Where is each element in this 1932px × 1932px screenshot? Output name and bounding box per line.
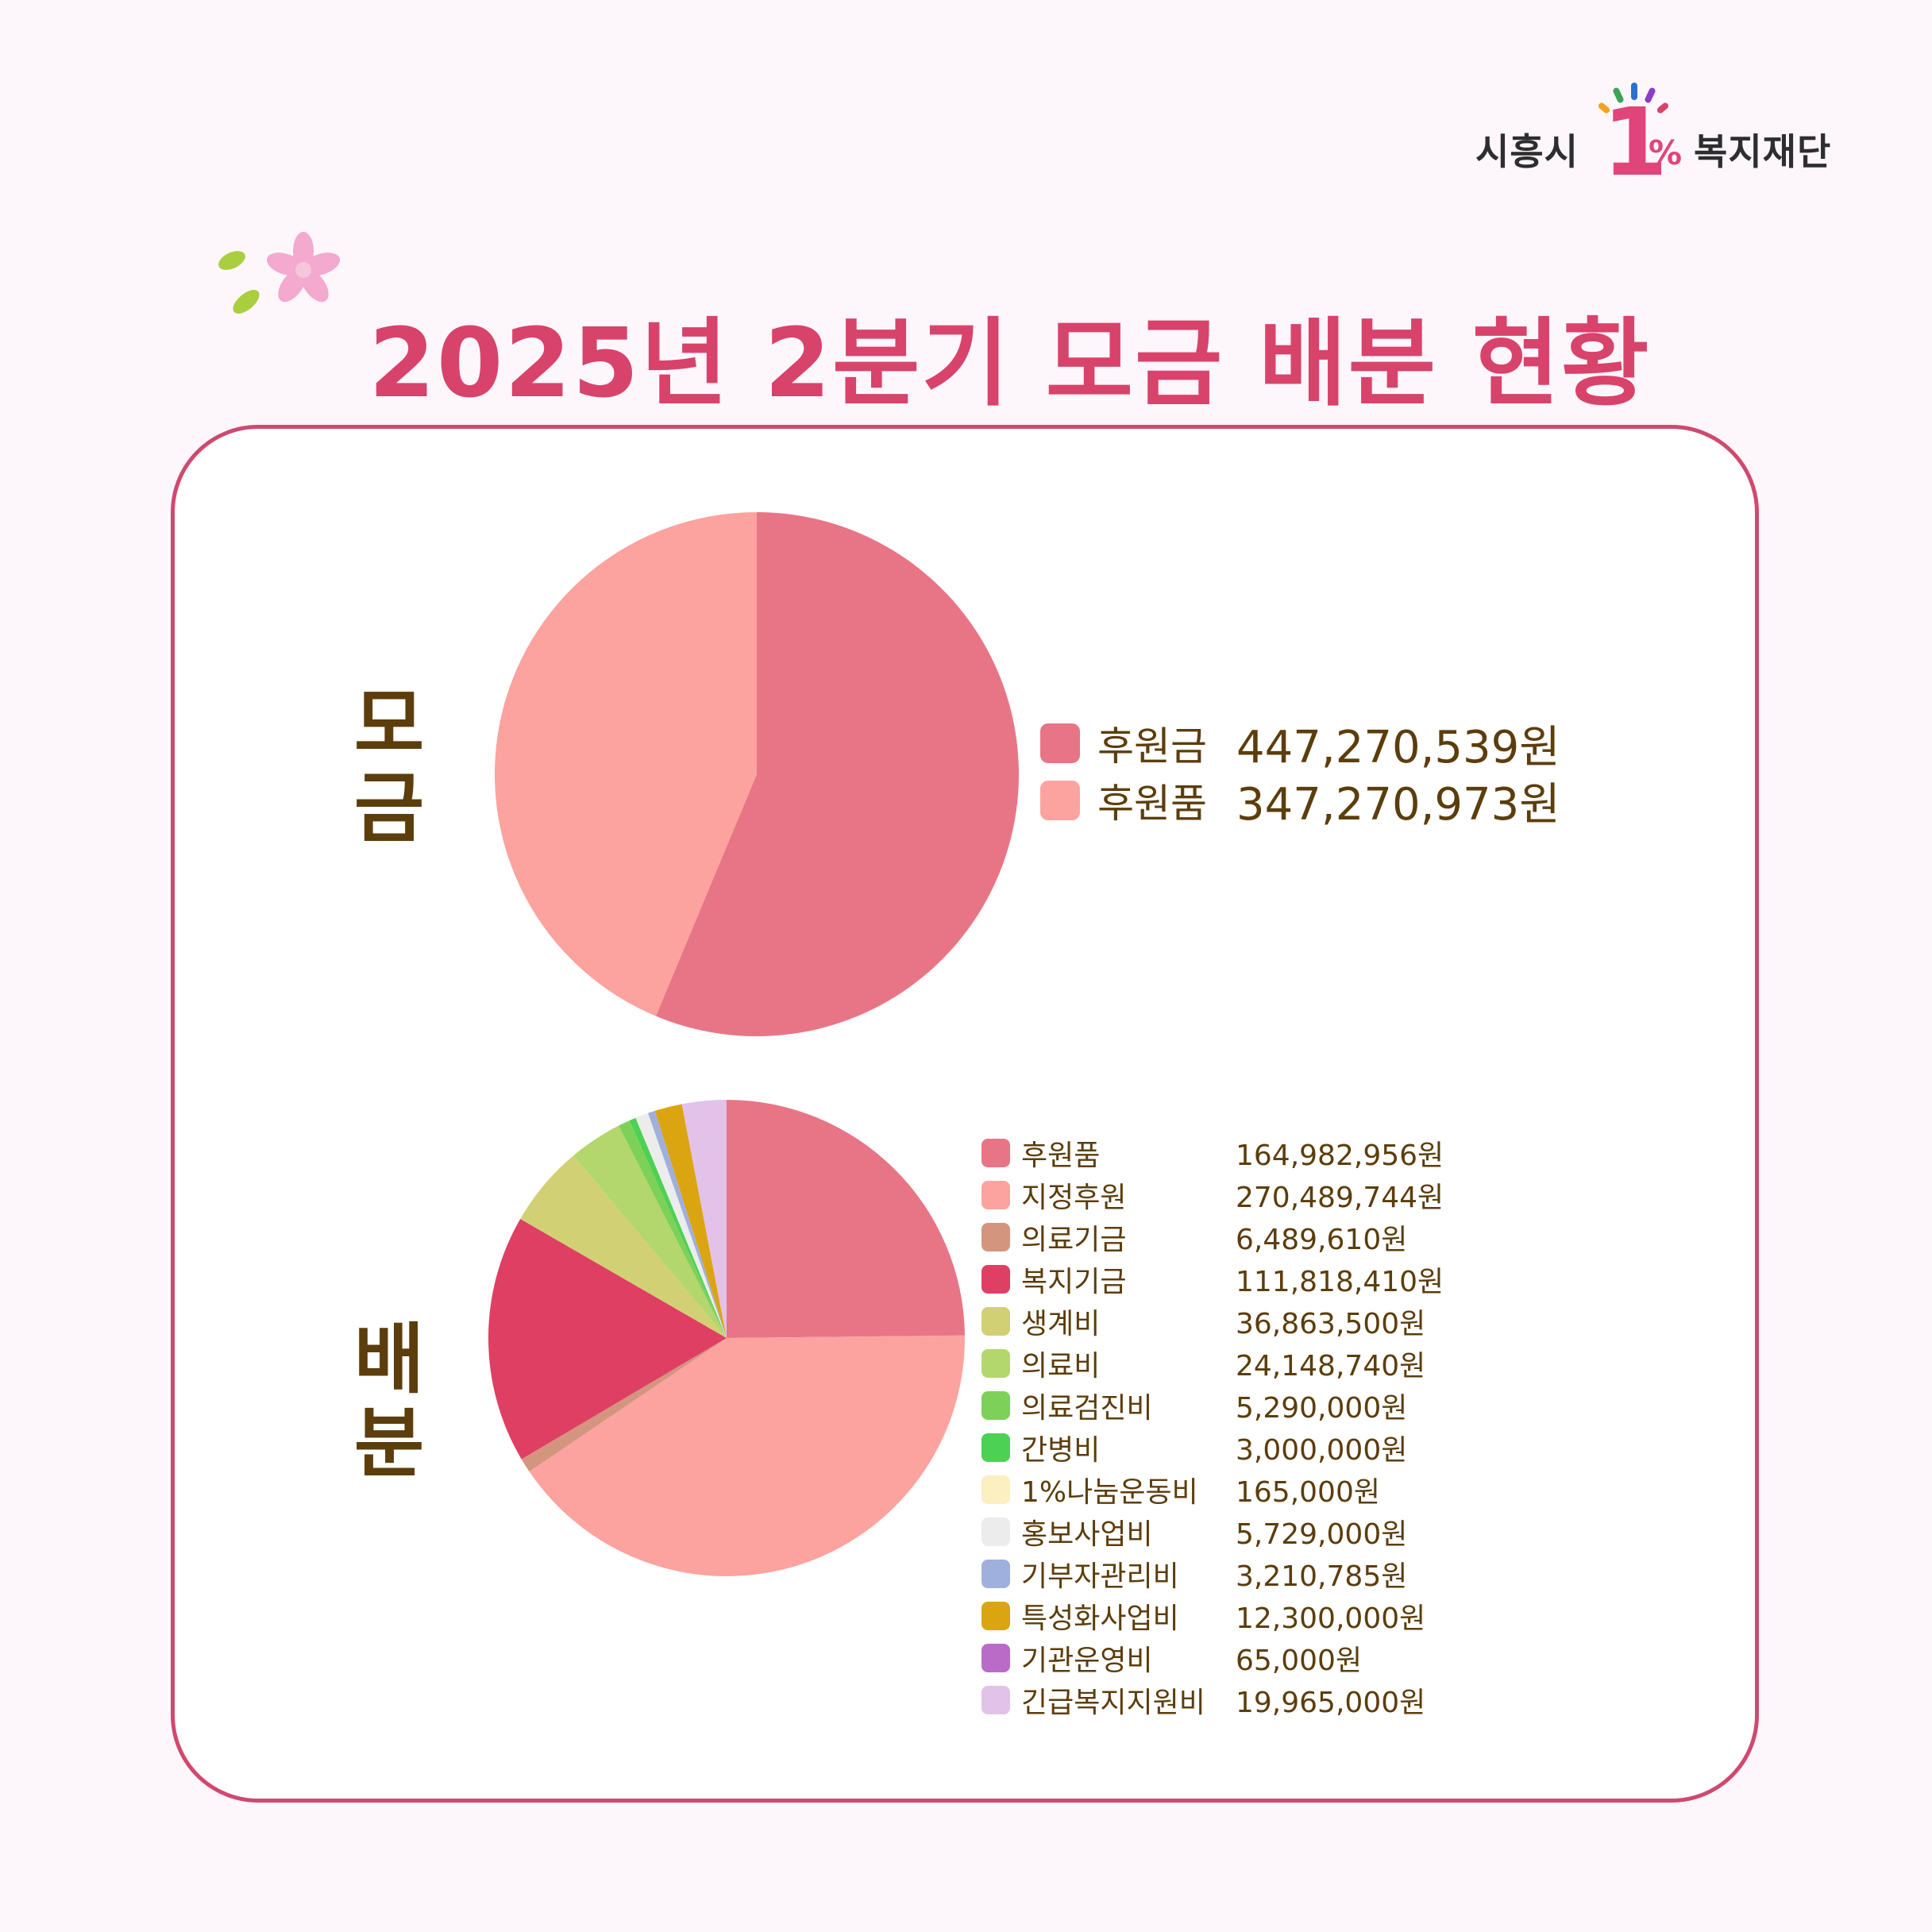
- fundraising-legend-swatch: [1040, 781, 1080, 820]
- distribution-legend-swatch: [981, 1475, 1010, 1504]
- distribution-slice-11: [654, 1104, 727, 1338]
- distribution-legend-swatch: [981, 1306, 1010, 1336]
- distribution-legend-swatch: [981, 1138, 1010, 1167]
- distribution-legend-swatch: [981, 1643, 1010, 1672]
- distribution-slice-2: [521, 1338, 727, 1472]
- distribution-legend-value: 19,965,000원: [1236, 1686, 1426, 1719]
- distribution-legend-label: 지정후원: [1021, 1181, 1127, 1214]
- distribution-legend-label: 간병비: [1021, 1433, 1101, 1467]
- distribution-legend-value: 24,148,740원: [1236, 1349, 1426, 1382]
- distribution-slice-4: [520, 1155, 727, 1338]
- distribution-legend-item: 지정후원 270,489,744원: [981, 1174, 1444, 1216]
- distribution-slice-10: [648, 1110, 727, 1338]
- distribution-legend-value: 111,818,410원: [1236, 1265, 1444, 1298]
- distribution-legend-swatch: [981, 1601, 1010, 1630]
- distribution-slice-6: [619, 1120, 727, 1338]
- distribution-slice-9: [635, 1113, 727, 1338]
- distribution-legend-label: 특성화사업비: [1021, 1602, 1179, 1635]
- distribution-legend-swatch: [981, 1222, 1010, 1251]
- distribution-legend-item: 의료비 24,148,740원: [981, 1342, 1444, 1384]
- fundraising-legend-label: 후원금: [1097, 723, 1207, 769]
- distribution-legend-swatch: [981, 1559, 1010, 1588]
- distribution-legend-item: 후원품 164,982,956원: [981, 1132, 1444, 1174]
- logo-number: 1: [1602, 87, 1668, 197]
- distribution-legend-value: 164,982,956원: [1236, 1139, 1444, 1172]
- distribution-slice-7: [629, 1117, 727, 1338]
- distribution-legend-value: 3,000,000원: [1236, 1433, 1408, 1467]
- distribution-slice-1: [529, 1335, 966, 1577]
- distribution-legend-value: 12,300,000원: [1236, 1602, 1426, 1635]
- distribution-slice-12: [681, 1104, 727, 1338]
- flower-decoration-icon: [218, 232, 341, 314]
- distribution-legend-swatch: [981, 1180, 1010, 1209]
- distribution-legend-item: 기관운영비 65,000원: [981, 1637, 1444, 1679]
- distribution-legend-item: 생계비 36,863,500원: [981, 1300, 1444, 1342]
- logo-text-left: 시흥시: [1475, 130, 1579, 173]
- distribution-legend-value: 65,000원: [1236, 1644, 1363, 1677]
- distribution-legend-item: 간병비 3,000,000원: [981, 1426, 1444, 1468]
- distribution-legend-swatch: [981, 1264, 1010, 1294]
- fundraising-legend-value: 347,270,973원: [1236, 778, 1560, 831]
- distribution-legend-value: 36,863,500원: [1236, 1307, 1426, 1340]
- distribution-slice-5: [573, 1125, 727, 1338]
- distribution-legend-item: 복지기금 111,818,410원: [981, 1258, 1444, 1300]
- distribution-legend-swatch: [981, 1433, 1010, 1462]
- fundraising-legend-value: 447,270,539원: [1236, 721, 1560, 773]
- distribution-legend-value: 6,489,610원: [1236, 1223, 1408, 1256]
- distribution-legend-item: 기부자관리비 3,210,785원: [981, 1552, 1444, 1595]
- distribution-legend-value: 5,290,000원: [1236, 1391, 1408, 1425]
- logo-text-right: 복지재단: [1694, 130, 1832, 173]
- logo-rays-icon: [1598, 83, 1669, 114]
- distribution-legend-item: 홍보사업비 5,729,000원: [981, 1510, 1444, 1552]
- distribution-legend-item: 의료검진비 5,290,000원: [981, 1384, 1444, 1426]
- distribution-legend-item: 특성화사업비 12,300,000원: [981, 1595, 1444, 1637]
- distribution-legend-swatch: [981, 1685, 1010, 1714]
- distribution-legend-label: 기부자관리비: [1021, 1560, 1179, 1593]
- distribution-legend-label: 1%나눔운동비: [1021, 1475, 1198, 1509]
- page-title: 2025년 2분기 모금 배분 현황: [368, 309, 1651, 419]
- distribution-legend-label: 후원품: [1021, 1139, 1101, 1172]
- distribution-legend-swatch: [981, 1390, 1010, 1420]
- distribution-legend-swatch: [981, 1517, 1010, 1546]
- distribution-legend-value: 270,489,744원: [1236, 1181, 1444, 1214]
- distribution-slice-0: [727, 1100, 965, 1338]
- logo-percent: %: [1649, 133, 1683, 172]
- distribution-legend-item: 1%나눔운동비 165,000원: [981, 1468, 1444, 1510]
- distribution-legend-label: 홍보사업비: [1021, 1517, 1153, 1551]
- fundraising-slice-0: [655, 512, 1019, 1037]
- distribution-legend-item: 의료기금 6,489,610원: [981, 1216, 1444, 1258]
- fundraising-legend-label: 후원품: [1097, 781, 1207, 827]
- distribution-slice-8: [635, 1117, 727, 1338]
- distribution-legend-label: 생계비: [1021, 1307, 1101, 1340]
- fundraising-slice-1: [494, 512, 757, 1016]
- distribution-legend-label: 의료기금: [1021, 1223, 1127, 1256]
- distribution-slice-13: [681, 1100, 727, 1338]
- foundation-logo: 시흥시 1 % 복지재단: [1475, 79, 1857, 191]
- fundraising-legend-item: 후원금 447,270,539원: [1040, 715, 1560, 773]
- distribution-legend-item: 긴급복지지원비 19,965,000원: [981, 1679, 1444, 1721]
- section-label-fundraising: 모금: [341, 680, 437, 853]
- distribution-legend-label: 기관운영비: [1021, 1644, 1153, 1677]
- distribution-legend-label: 의료비: [1021, 1349, 1101, 1382]
- section-label-distribution-text: 배분: [353, 1315, 425, 1488]
- distribution-legend-swatch: [981, 1348, 1010, 1378]
- distribution-legend-label: 긴급복지지원비: [1021, 1686, 1205, 1719]
- section-label-fundraising-text: 모금: [353, 680, 425, 853]
- distribution-legend-label: 복지기금: [1021, 1265, 1127, 1298]
- distribution-slice-3: [488, 1218, 727, 1460]
- distribution-legend-label: 의료검진비: [1021, 1391, 1153, 1425]
- distribution-legend-value: 5,729,000원: [1236, 1517, 1408, 1551]
- section-label-distribution: 배분: [341, 1315, 437, 1488]
- distribution-legend-value: 165,000원: [1236, 1475, 1380, 1509]
- fundraising-legend-swatch: [1040, 723, 1080, 763]
- distribution-legend-value: 3,210,785원: [1236, 1560, 1408, 1593]
- fundraising-legend-item: 후원품 347,270,973원: [1040, 772, 1560, 831]
